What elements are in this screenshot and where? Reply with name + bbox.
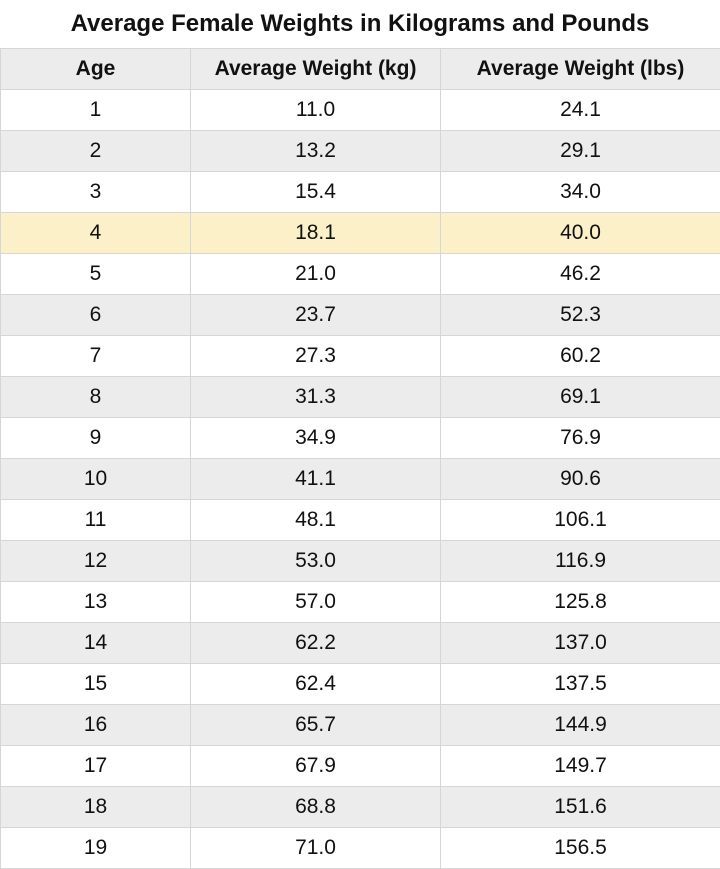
table-cell: 151.6 <box>440 786 720 828</box>
table-cell: 46.2 <box>440 253 720 295</box>
table-cell: 24.1 <box>440 89 720 131</box>
table-cell: 14 <box>0 622 191 664</box>
table-cell: 5 <box>0 253 191 295</box>
table-cell: 27.3 <box>190 335 441 377</box>
table-cell: 137.0 <box>440 622 720 664</box>
table-cell: 106.1 <box>440 499 720 541</box>
table-cell: 34.9 <box>190 417 441 459</box>
table-cell: 90.6 <box>440 458 720 500</box>
column-header: Age <box>0 48 191 90</box>
table-cell: 34.0 <box>440 171 720 213</box>
header-row: Age Average Weight (kg) Average Weight (lb… <box>0 48 720 90</box>
table-row: 8 31.3 69.1 <box>0 376 720 418</box>
table-cell: 6 <box>0 294 191 336</box>
table-cell: 23.7 <box>190 294 441 336</box>
table-row: 10 41.1 90.6 <box>0 458 720 500</box>
table-cell: 17 <box>0 745 191 787</box>
table-row: 15 62.4 137.5 <box>0 663 720 705</box>
table-cell: 156.5 <box>440 827 720 869</box>
table-cell: 11 <box>0 499 191 541</box>
column-header: Average Weight (kg) <box>190 48 441 90</box>
table-cell: 3 <box>0 171 191 213</box>
table-row: 5 21.0 46.2 <box>0 253 720 295</box>
table-row: 17 67.9 149.7 <box>0 745 720 787</box>
table-cell: 15.4 <box>190 171 441 213</box>
table-cell: 62.2 <box>190 622 441 664</box>
table-cell: 60.2 <box>440 335 720 377</box>
table-cell: 68.8 <box>190 786 441 828</box>
table-row: 1 11.0 24.1 <box>0 89 720 131</box>
table-cell: 15 <box>0 663 191 705</box>
table-row: 14 62.2 137.0 <box>0 622 720 664</box>
table-row: 9 34.9 76.9 <box>0 417 720 459</box>
table-row: 19 71.0 156.5 <box>0 827 720 869</box>
table-cell: 21.0 <box>190 253 441 295</box>
table-cell: 57.0 <box>190 581 441 623</box>
table-cell: 67.9 <box>190 745 441 787</box>
table-cell: 31.3 <box>190 376 441 418</box>
table-cell: 41.1 <box>190 458 441 500</box>
table-cell: 13 <box>0 581 191 623</box>
weights-table: Age Average Weight (kg) Average Weight (lb… <box>0 48 720 869</box>
table-row: 3 15.4 34.0 <box>0 171 720 213</box>
table-cell: 18 <box>0 786 191 828</box>
table-row: 2 13.2 29.1 <box>0 130 720 172</box>
table-cell: 137.5 <box>440 663 720 705</box>
table-cell: 71.0 <box>190 827 441 869</box>
table-cell: 1 <box>0 89 191 131</box>
table-cell: 149.7 <box>440 745 720 787</box>
table-cell: 76.9 <box>440 417 720 459</box>
table-cell: 144.9 <box>440 704 720 746</box>
table-cell: 4 <box>0 212 191 254</box>
table-cell: 13.2 <box>190 130 441 172</box>
table-cell: 19 <box>0 827 191 869</box>
table-cell: 125.8 <box>440 581 720 623</box>
table-cell: 48.1 <box>190 499 441 541</box>
table-cell: 52.3 <box>440 294 720 336</box>
table-title: Average Female Weights in Kilograms and … <box>70 10 650 37</box>
table-row: 12 53.0 116.9 <box>0 540 720 582</box>
table-cell: 53.0 <box>190 540 441 582</box>
table-cell: 16 <box>0 704 191 746</box>
table-cell: 69.1 <box>440 376 720 418</box>
table-cell: 12 <box>0 540 191 582</box>
table-cell: 29.1 <box>440 130 720 172</box>
table-body: 1 11.0 24.1 2 13.2 29.1 3 15.4 34.0 4 18.1 40.0 5 21.… <box>0 89 720 869</box>
table-cell: 9 <box>0 417 191 459</box>
table-row: 6 23.7 52.3 <box>0 294 720 336</box>
table-cell: 62.4 <box>190 663 441 705</box>
table-row: 4 18.1 40.0 <box>0 212 720 254</box>
table-row: 16 65.7 144.9 <box>0 704 720 746</box>
table-cell: 2 <box>0 130 191 172</box>
table-row: 11 48.1 106.1 <box>0 499 720 541</box>
table-cell: 40.0 <box>440 212 720 254</box>
table-cell: 8 <box>0 376 191 418</box>
table-row: 13 57.0 125.8 <box>0 581 720 623</box>
table-cell: 65.7 <box>190 704 441 746</box>
table-cell: 18.1 <box>190 212 441 254</box>
table-cell: 10 <box>0 458 191 500</box>
table-cell: 116.9 <box>440 540 720 582</box>
table-cell: 7 <box>0 335 191 377</box>
table-row: 18 68.8 151.6 <box>0 786 720 828</box>
column-header: Average Weight (lbs) <box>440 48 720 90</box>
table-cell: 11.0 <box>190 89 441 131</box>
table-row: 7 27.3 60.2 <box>0 335 720 377</box>
